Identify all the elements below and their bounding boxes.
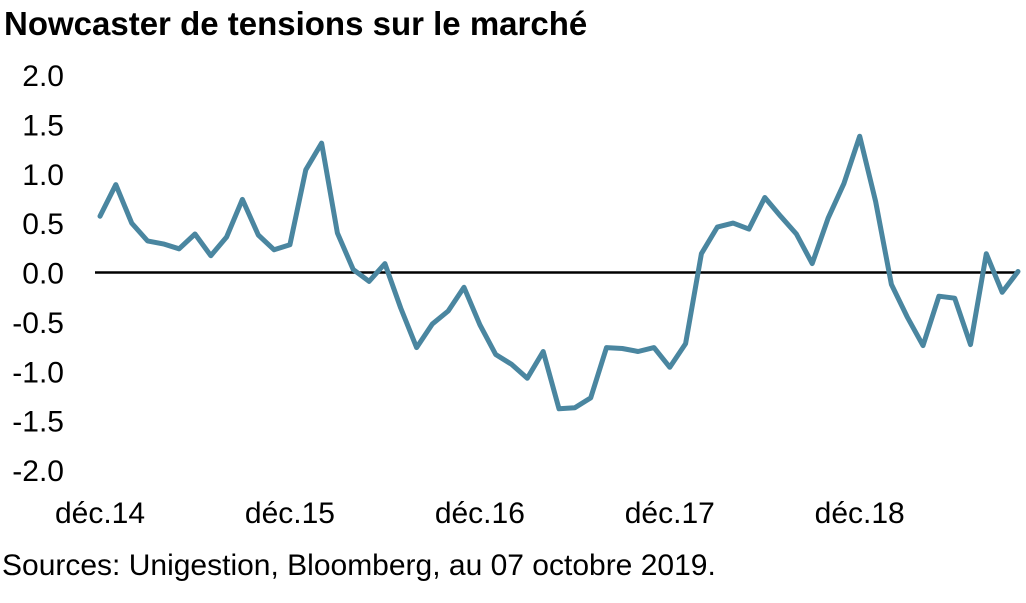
- y-tick-label: -2.0: [12, 455, 64, 488]
- x-tick-label: déc.15: [245, 497, 335, 530]
- x-tick-label: déc.18: [815, 497, 905, 530]
- series-line: [97, 133, 1021, 412]
- y-tick-label: -1.5: [12, 406, 64, 439]
- chart-title: Nowcaster de tensions sur le marché: [4, 5, 588, 42]
- x-axis-tick-labels: déc.14 déc.15 déc.16 déc.17 déc.18: [55, 497, 905, 530]
- y-tick-label: -0.5: [12, 307, 64, 340]
- y-tick-label: 2.0: [22, 60, 64, 93]
- x-tick-label: déc.14: [55, 497, 145, 530]
- y-axis-tick-labels: 2.0 1.5 1.0 0.5 0.0 -0.5 -1.0 -1.5 -2.0: [12, 60, 64, 488]
- y-tick-label: 0.0: [22, 258, 64, 291]
- x-tick-label: déc.16: [435, 497, 525, 530]
- y-tick-label: 0.5: [22, 208, 64, 241]
- y-tick-label: 1.0: [22, 159, 64, 192]
- y-tick-label: -1.0: [12, 356, 64, 389]
- x-tick-label: déc.17: [625, 497, 715, 530]
- source-note: Sources: Unigestion, Bloomberg, au 07 oc…: [2, 549, 716, 582]
- y-tick-label: 1.5: [22, 109, 64, 142]
